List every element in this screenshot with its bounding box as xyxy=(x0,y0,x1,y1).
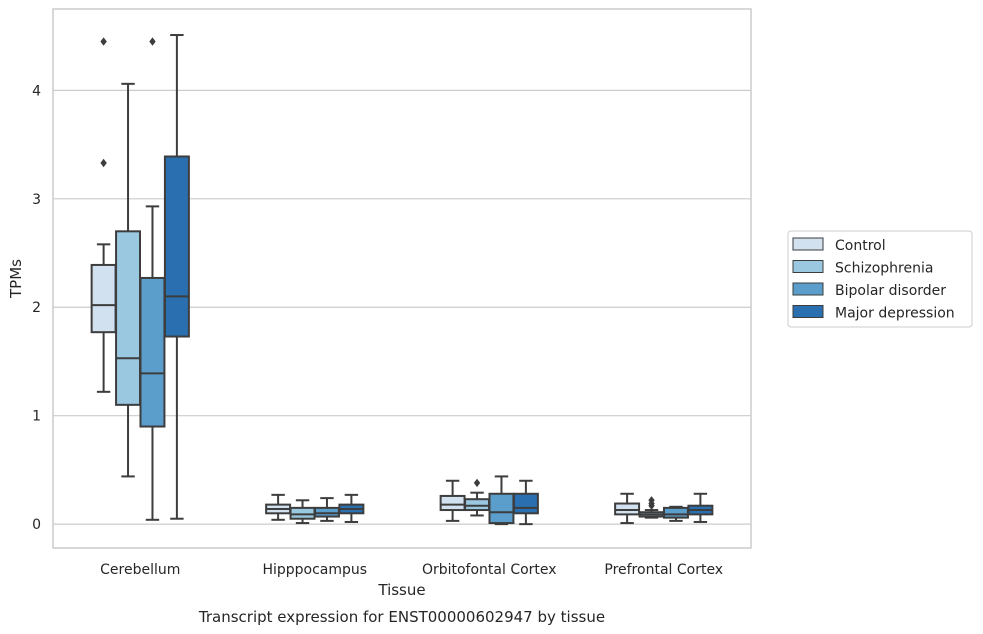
legend-swatch xyxy=(792,305,824,318)
box-body xyxy=(163,155,190,338)
x-tick-label: Cerebellum xyxy=(100,562,180,578)
legend-item: Major depression xyxy=(792,305,955,322)
y-tick-label: 1 xyxy=(32,409,41,425)
outlier-point xyxy=(473,478,481,488)
box-body xyxy=(488,492,515,525)
box-0-0 xyxy=(90,37,117,393)
outlier-point xyxy=(100,158,107,168)
y-tick-label: 3 xyxy=(32,192,41,208)
box-body xyxy=(313,506,340,518)
box-0-3 xyxy=(163,34,190,520)
box-3-3 xyxy=(687,492,714,523)
box-body xyxy=(614,502,641,516)
y-tick-labels: 0 1 2 3 4 xyxy=(32,83,41,533)
outlier-point xyxy=(100,37,107,46)
y-tick-label: 0 xyxy=(32,517,41,533)
legend-item: Schizophrenia xyxy=(792,260,933,277)
box-2-3 xyxy=(512,479,539,526)
box-body xyxy=(662,506,689,519)
legend-label: Bipolar disorder xyxy=(835,283,946,299)
chart-caption: Transcript expression for ENST0000060294… xyxy=(198,608,605,626)
legend: Control Schizophrenia Bipolar disorder Majo… xyxy=(787,230,973,328)
box-body xyxy=(90,263,117,334)
box-3-2 xyxy=(662,505,689,522)
box-body xyxy=(289,506,316,520)
box-body xyxy=(139,276,166,428)
legend-label: Schizophrenia xyxy=(835,261,933,277)
outlier-point xyxy=(149,37,156,46)
y-axis-label: TPMs xyxy=(7,259,25,299)
outlier-point xyxy=(648,496,655,505)
boxes xyxy=(90,34,714,526)
box-2-0 xyxy=(439,479,466,522)
box-3-0 xyxy=(614,492,641,525)
box-body xyxy=(512,492,539,515)
legend-frame xyxy=(787,230,973,328)
box-0-2 xyxy=(139,37,166,521)
legend-item: Control xyxy=(792,237,886,254)
y-tick-label: 2 xyxy=(32,300,41,316)
x-tick-label: Prefrontal Cortex xyxy=(604,562,723,578)
legend-label: Major depression xyxy=(835,306,955,322)
x-tick-label: Hipppocampus xyxy=(262,562,367,578)
box-2-1 xyxy=(464,478,491,517)
legend-swatch xyxy=(792,282,824,296)
box-body xyxy=(464,498,491,512)
legend-item: Bipolar disorder xyxy=(792,282,946,299)
legend-label: Control xyxy=(835,238,886,254)
x-axis-label: Tissue xyxy=(377,581,425,599)
x-tick-labels: Cerebellum Hipppocampus Orbitofontal Corte… xyxy=(100,562,723,578)
box-body xyxy=(115,230,142,406)
box-1-3 xyxy=(338,493,365,523)
plot-frame xyxy=(52,8,752,549)
legend-swatch xyxy=(792,260,824,273)
box-body xyxy=(439,494,466,512)
x-tick-label: Orbitofontal Cortex xyxy=(422,562,557,578)
legend-swatch xyxy=(792,237,824,251)
y-tick-label: 4 xyxy=(32,83,41,99)
